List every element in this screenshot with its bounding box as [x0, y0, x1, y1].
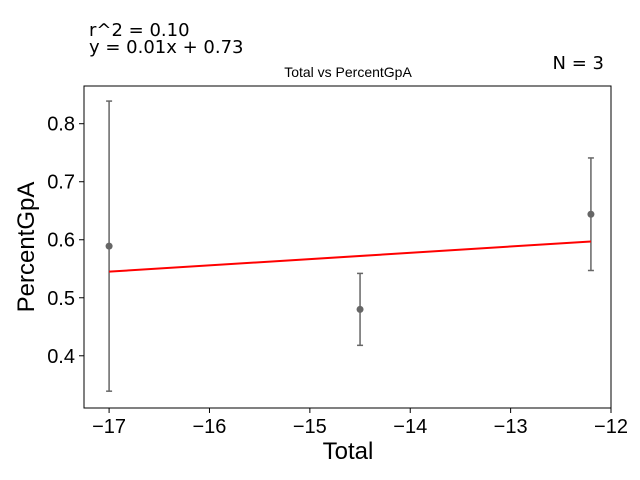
x-axis-label: Total — [323, 438, 374, 465]
y-axis-label: PercentGpA — [13, 182, 40, 313]
y-axis: 0.4 0.5 0.6 0.7 0.8 — [47, 114, 84, 368]
regression-equation: y = 0.01x + 0.73 — [89, 37, 244, 58]
y-tick-label: 0.8 — [47, 114, 75, 136]
x-tick-label: −17 — [92, 416, 126, 438]
fit-line — [109, 240, 591, 273]
x-tick-label: −13 — [494, 416, 528, 438]
y-tick-label: 0.4 — [47, 346, 75, 368]
r-squared-annotation: r^2 = 0.10 — [89, 20, 190, 41]
data-point — [587, 210, 595, 218]
y-tick-label: 0.7 — [47, 172, 75, 194]
axes-frame — [83, 85, 612, 409]
y-tick-label: 0.6 — [47, 230, 75, 252]
plot-area — [105, 100, 595, 392]
chart-title: Total vs PercentGpA — [284, 64, 412, 80]
x-axis: −17 −16 −15 −14 −13 −12 — [92, 408, 628, 438]
data-point — [356, 305, 364, 313]
x-tick-label: −15 — [293, 416, 327, 438]
y-tick-label: 0.5 — [47, 288, 75, 310]
x-tick-label: −12 — [594, 416, 628, 438]
x-tick-label: −14 — [393, 416, 427, 438]
sample-count: N = 3 — [553, 53, 604, 74]
data-point — [105, 242, 113, 250]
x-tick-label: −16 — [193, 416, 227, 438]
